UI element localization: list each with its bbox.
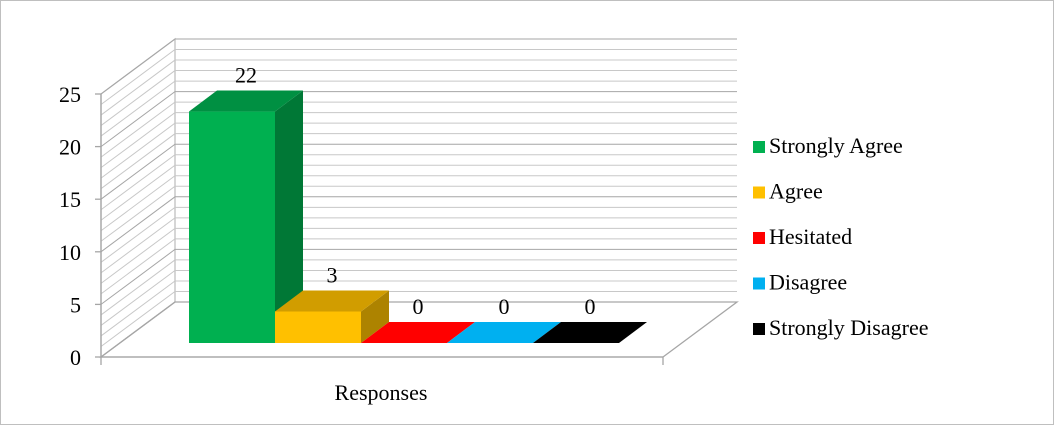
legend-label: Strongly Disagree xyxy=(769,315,928,340)
gridline xyxy=(100,112,737,169)
bar-top xyxy=(275,290,389,312)
gridline xyxy=(100,227,737,284)
bar-top xyxy=(189,90,303,112)
legend-swatch xyxy=(753,186,765,199)
gridline xyxy=(100,70,737,126)
gridline xyxy=(100,269,737,326)
data-label: 0 xyxy=(413,294,424,319)
gridline xyxy=(100,217,737,274)
legend-item: Hesitated xyxy=(753,224,852,249)
gridline xyxy=(100,248,737,305)
bar-disagree xyxy=(447,322,561,343)
gridline xyxy=(100,290,737,347)
x-axis-label: Responses xyxy=(335,380,428,405)
gridline xyxy=(100,175,737,232)
gridline xyxy=(100,59,737,116)
data-label: 0 xyxy=(499,294,510,319)
bar-agree xyxy=(275,290,389,343)
y-tick-label: 25 xyxy=(59,82,81,107)
y-tick-label: 20 xyxy=(59,135,81,160)
bar-top xyxy=(361,322,475,343)
gridline xyxy=(100,259,737,316)
legend-item: Strongly Disagree xyxy=(753,315,928,340)
bar-top xyxy=(447,322,561,343)
gridline xyxy=(100,280,737,337)
bar-hesitated xyxy=(361,322,475,343)
legend-item: Disagree xyxy=(753,270,847,295)
axes xyxy=(95,93,664,365)
legend-item: Agree xyxy=(753,179,823,204)
legend-swatch xyxy=(753,323,765,335)
data-label: 3 xyxy=(327,262,338,287)
gridline xyxy=(100,80,737,137)
legend-swatch xyxy=(753,277,765,290)
gridline xyxy=(100,101,737,158)
gridline xyxy=(100,91,737,148)
bar-strongly-agree xyxy=(189,90,303,343)
legend-label: Hesitated xyxy=(769,224,852,249)
bar-side xyxy=(361,290,389,343)
legend: Strongly Agree Agree Hesitated Disagree Stro… xyxy=(753,133,928,340)
legend-swatch xyxy=(753,141,765,153)
gridline xyxy=(100,133,737,190)
data-labels: 22 3 0 0 0 xyxy=(235,63,596,319)
gridline xyxy=(100,154,737,211)
legend-label: Agree xyxy=(769,179,823,204)
bar-front xyxy=(275,311,361,343)
y-tick-label: 0 xyxy=(70,345,81,370)
gridlines xyxy=(100,38,737,358)
gridline xyxy=(100,38,737,95)
gridline xyxy=(100,122,737,179)
bar-strongly-disagree xyxy=(533,322,647,343)
gridline xyxy=(100,49,737,105)
gridline xyxy=(100,143,737,200)
legend-item: Strongly Agree xyxy=(753,133,903,158)
bars xyxy=(189,90,647,343)
bar-top xyxy=(533,322,647,343)
y-tick-label: 10 xyxy=(59,240,81,265)
gridline xyxy=(100,301,737,358)
gridline xyxy=(100,164,737,221)
legend-label: Strongly Agree xyxy=(769,133,903,158)
bar-front xyxy=(189,111,275,343)
legend-swatch xyxy=(753,232,765,244)
gridline xyxy=(100,238,737,295)
y-tick-label: 5 xyxy=(70,292,81,317)
data-label: 22 xyxy=(235,63,257,88)
bar-side xyxy=(275,90,303,343)
side-wall xyxy=(100,37,176,359)
gridline xyxy=(100,206,737,263)
data-label: 0 xyxy=(585,294,596,319)
gridline xyxy=(100,185,737,242)
legend-label: Disagree xyxy=(769,270,847,295)
y-tick-label: 15 xyxy=(59,187,81,212)
y-axis-tick-labels: 0 5 10 15 20 25 xyxy=(59,82,81,370)
gridline xyxy=(100,196,737,253)
